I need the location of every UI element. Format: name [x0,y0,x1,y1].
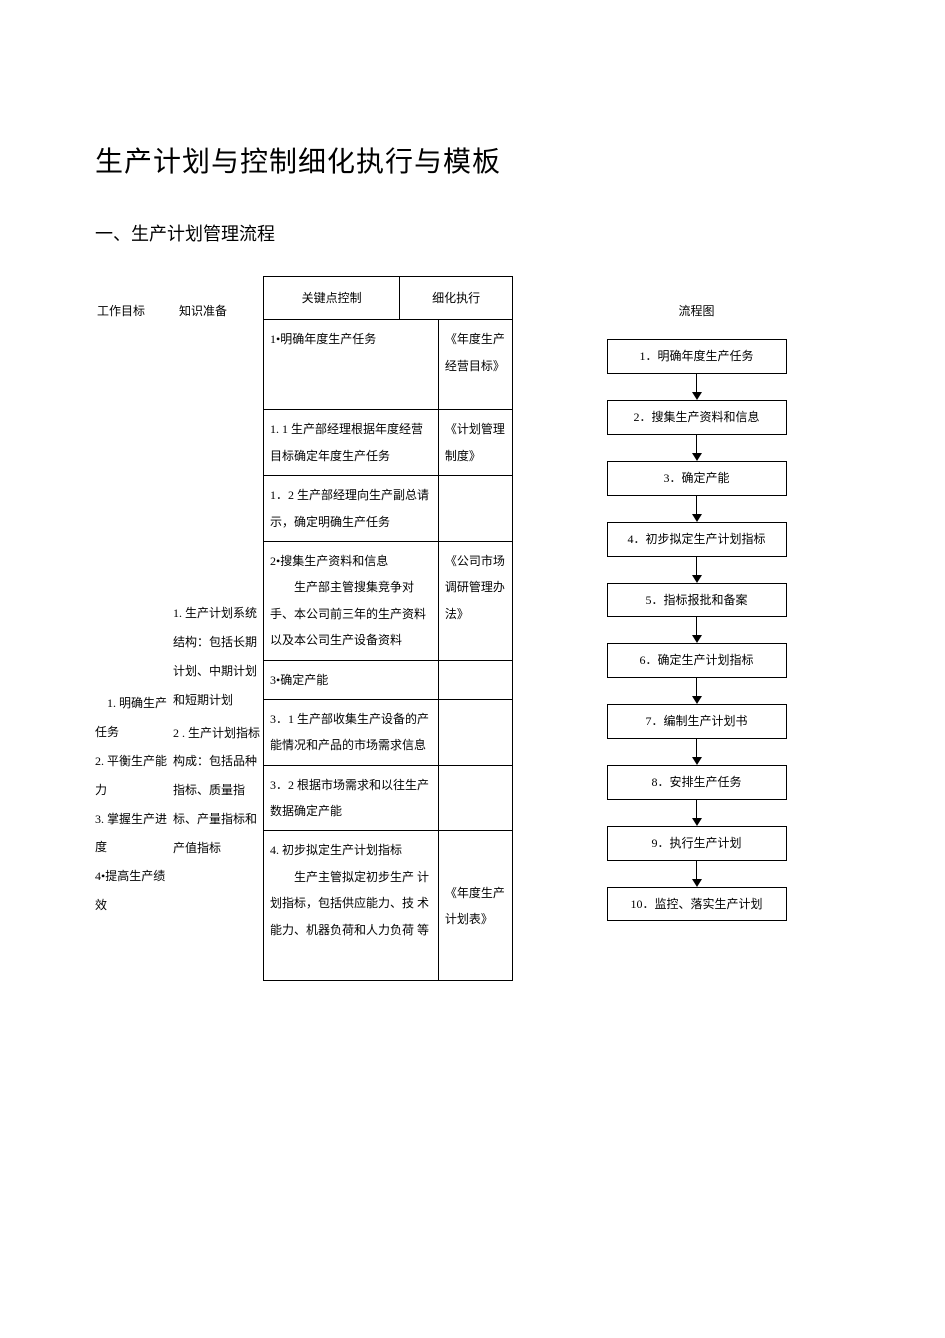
flow-arrow [692,678,702,704]
ex-cell [438,660,512,699]
flow-arrow [692,739,702,765]
goal-item: 2. 平衡生产能力 [95,747,173,805]
table-row: 1•明确年度生产任务 《年度生产经营目标》 [264,320,513,410]
goal-text: 3. 掌握生产进度 [95,812,167,855]
goal-text: 2. 平衡生产能力 [95,754,167,797]
table-row: 3•确定产能 [264,660,513,699]
goal-text: 1. 明确生产任务 [95,696,167,739]
flow-step: 6．确定生产计划指标 [607,643,787,678]
flow-arrow [692,435,702,461]
table-row: 2•搜集生产资料和信息 生产部主管搜集竞争对 手、本公司前三年的生产资料 以及本… [264,541,513,660]
keypoints-table: 1•明确年度生产任务 《年度生产经营目标》 1. 1 生产部经理根据年度经营目标… [263,319,513,981]
header-goals: 工作目标 [95,302,173,319]
kp-cell: 1•明确年度生产任务 [264,320,439,410]
kp-cell: 3．2 根据市场需求和以往生产数据确定产能 [264,765,439,831]
page-title: 生产计划与控制细化执行与模板 [95,140,850,180]
ex-cell [438,699,512,765]
kp-cell: 4. 初步拟定生产计划指标 生产主管拟定初步生产 计划指标，包括供应能力、技 术… [264,831,439,981]
flow-arrow [692,496,702,522]
flow-arrow [692,861,702,887]
goal-text: 4•提高生产绩效 [95,869,165,912]
flow-step: 1．明确年度生产任务 [607,339,787,374]
flow-arrow [692,557,702,583]
header-execution: 细化执行 [400,277,513,320]
flow-step: 4．初步拟定生产计划指标 [607,522,787,557]
flow-step: 3．确定产能 [607,461,787,496]
header-keypoints: 关键点控制 [264,277,400,320]
flow-step: 8．安排生产任务 [607,765,787,800]
ex-cell [438,476,512,542]
flowchart-column: 1．明确年度生产任务 2．搜集生产资料和信息 3．确定产能 4．初步拟定生产计划… [513,319,850,921]
kp-cell: 1．2 生产部经理向生产副总请示，确定明确生产任务 [264,476,439,542]
flow-step: 7．编制生产计划书 [607,704,787,739]
goal-item: 4•提高生产绩效 [95,862,173,920]
ex-cell: 《年度生产经营目标》 [438,320,512,410]
header-knowledge: 知识准备 [173,302,263,319]
keypoints-table-wrap: 1•明确年度生产任务 《年度生产经营目标》 1. 1 生产部经理根据年度经营目标… [263,319,513,981]
kp-cell: 2•搜集生产资料和信息 生产部主管搜集竞争对 手、本公司前三年的生产资料 以及本… [264,541,439,660]
kp-cell: 3•确定产能 [264,660,439,699]
ex-cell: 《公司市场调研管理办法》 [438,541,512,660]
flow-step: 5．指标报批和备案 [607,583,787,618]
table-row: 1. 1 生产部经理根据年度经营目标确定年度生产任务 《计划管理制度》 [264,410,513,476]
ex-cell: 《计划管理制度》 [438,410,512,476]
flow-arrow [692,617,702,643]
header-flowchart: 流程图 [513,302,850,319]
ex-cell: 《年度生产计划表》 [438,831,512,981]
goal-item: 3. 掌握生产进度 [95,805,173,863]
content-row: 1. 明确生产任务 2. 平衡生产能力 3. 掌握生产进度 4•提高生产绩效 1… [95,319,850,981]
table-row: 3．1 生产部收集生产设备的产能情况和产品的市场需求信息 [264,699,513,765]
knowledge-item: 1. 生产计划系统结构：包括长期计划、中期计划和短期计划 [173,599,263,714]
flow-arrow [692,374,702,400]
flow-step: 2．搜集生产资料和信息 [607,400,787,435]
kp-cell: 1. 1 生产部经理根据年度经营目标确定年度生产任务 [264,410,439,476]
table-row: 1．2 生产部经理向生产副总请示，确定明确生产任务 [264,476,513,542]
section-heading: 一、生产计划管理流程 [95,220,850,246]
column-headers-row: 工作目标 知识准备 关键点控制 细化执行 流程图 [95,276,850,319]
kp-cell: 3．1 生产部收集生产设备的产能情况和产品的市场需求信息 [264,699,439,765]
document-page: 生产计划与控制细化执行与模板 一、生产计划管理流程 工作目标 知识准备 关键点控… [0,0,945,1041]
table-row: 3．2 根据市场需求和以往生产数据确定产能 [264,765,513,831]
flow-arrow [692,800,702,826]
ex-cell [438,765,512,831]
goals-column: 1. 明确生产任务 2. 平衡生产能力 3. 掌握生产进度 4•提高生产绩效 [95,319,173,919]
knowledge-column: 1. 生产计划系统结构：包括长期计划、中期计划和短期计划 2 . 生产计划指标构… [173,319,263,862]
table-row: 4. 初步拟定生产计划指标 生产主管拟定初步生产 计划指标，包括供应能力、技 术… [264,831,513,981]
knowledge-item: 2 . 生产计划指标构成：包括品种指标、质量指标、产量指标和产值指标 [173,719,263,863]
goal-item: 1. 明确生产任务 [95,689,173,747]
header-table-wrap: 关键点控制 细化执行 [263,276,513,319]
flow-step: 10．监控、落实生产计划 [607,887,787,922]
flow-step: 9．执行生产计划 [607,826,787,861]
